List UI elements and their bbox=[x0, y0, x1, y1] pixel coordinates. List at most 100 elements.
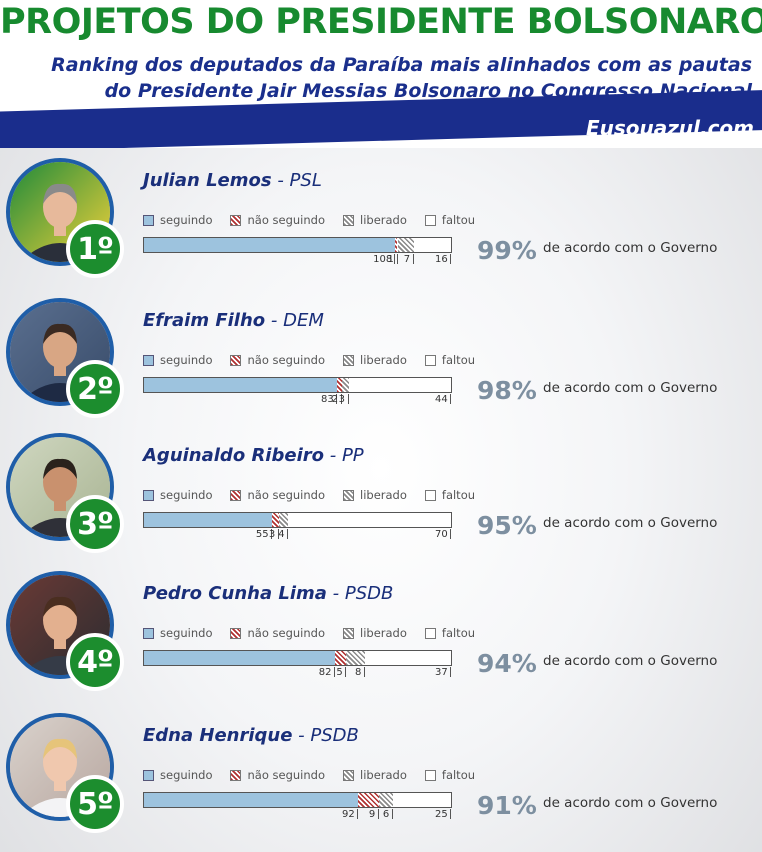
legend-swatch bbox=[230, 627, 242, 639]
deputy-name-text: Aguinaldo Ribeiro bbox=[143, 445, 324, 466]
percent-value: 99% bbox=[477, 236, 537, 265]
deputy-name-text: Pedro Cunha Lima bbox=[143, 583, 327, 604]
percent-value: 98% bbox=[477, 376, 537, 405]
bar-segment-liberado bbox=[278, 513, 289, 527]
count-liberado: 6 bbox=[382, 809, 390, 820]
count-seguindo: 55 bbox=[255, 529, 269, 540]
bar-segment-seguindo bbox=[144, 238, 396, 252]
count-seguindo: 82 bbox=[318, 667, 332, 678]
bar-segment-faltou bbox=[364, 651, 451, 665]
percent-value: 95% bbox=[477, 511, 537, 540]
percent-value: 91% bbox=[477, 791, 537, 820]
bar-segment-nao-seguindo bbox=[357, 793, 379, 807]
legend-swatch bbox=[424, 769, 436, 781]
legend-label: liberado bbox=[360, 212, 407, 227]
bar-tick bbox=[450, 809, 451, 819]
legend-swatch bbox=[143, 769, 154, 781]
legend-swatch bbox=[343, 214, 354, 226]
agreement-label: de acordo com o Governo bbox=[543, 653, 718, 669]
agreement-label: de acordo com o Governo bbox=[543, 380, 718, 396]
deputy-name-text: Efraim Filho bbox=[143, 310, 266, 331]
count-liberado: 3 bbox=[338, 394, 346, 405]
deputy-party: PSL bbox=[289, 170, 322, 191]
legend-swatch bbox=[230, 769, 242, 781]
agreement-label: de acordo com o Governo bbox=[543, 795, 718, 811]
legend: seguindo não seguindo liberado faltou bbox=[143, 487, 493, 502]
deputy-row: 5º Edna Henrique - PSDB seguindo não seguin… bbox=[0, 705, 762, 845]
count-faltou: 25 bbox=[435, 809, 448, 820]
legend-label: faltou bbox=[441, 212, 476, 227]
bar-tick bbox=[340, 394, 342, 404]
legend-swatch bbox=[143, 214, 154, 226]
legend-swatch bbox=[424, 214, 436, 226]
bar-segment-nao-seguindo bbox=[395, 238, 398, 252]
bar-tick bbox=[391, 809, 393, 819]
bar-segment-nao-seguindo bbox=[334, 651, 347, 665]
bar-segment-faltou bbox=[288, 513, 451, 527]
subtitle-post: com as pautas bbox=[590, 54, 752, 76]
legend-label: não seguindo bbox=[247, 767, 325, 782]
legend-swatch bbox=[143, 627, 154, 639]
bar-tick bbox=[356, 809, 358, 819]
bar-segment-faltou bbox=[413, 238, 451, 252]
agreement-label: de acordo com o Governo bbox=[543, 515, 718, 531]
legend-item-seguindo: seguindo bbox=[143, 213, 212, 227]
legend-item-nao-seguindo: não seguindo bbox=[230, 488, 325, 502]
legend-label: seguindo bbox=[160, 212, 213, 227]
legend-label: liberado bbox=[360, 487, 407, 502]
bar-tick bbox=[450, 394, 451, 404]
deputy-name: Pedro Cunha Lima - PSDB bbox=[143, 583, 393, 604]
count-faltou: 44 bbox=[435, 394, 448, 405]
legend-label: liberado bbox=[360, 767, 407, 782]
legend-item-liberado: liberado bbox=[343, 768, 407, 782]
bar-segment-faltou bbox=[392, 793, 451, 807]
agreement-label: de acordo com o Governo bbox=[543, 240, 718, 256]
deputy-name-text: Julian Lemos bbox=[143, 170, 272, 191]
legend-item-seguindo: seguindo bbox=[143, 768, 212, 782]
bar-tick bbox=[345, 667, 347, 677]
bar-segment-seguindo bbox=[144, 513, 272, 527]
name-separator: - bbox=[265, 310, 284, 331]
legend-swatch bbox=[143, 354, 154, 366]
percent-value: 94% bbox=[477, 649, 537, 678]
bar-tick bbox=[270, 529, 272, 539]
legend-item-liberado: liberado bbox=[343, 353, 407, 367]
bar-tick bbox=[450, 529, 451, 539]
bar-segment-liberado bbox=[341, 378, 349, 392]
legend-item-nao-seguindo: não seguindo bbox=[230, 626, 325, 640]
bar-segment-seguindo bbox=[144, 378, 338, 392]
name-separator: - bbox=[323, 445, 342, 466]
deputy-photo bbox=[6, 571, 114, 679]
bar-tick bbox=[412, 254, 414, 264]
legend-item-faltou: faltou bbox=[424, 212, 476, 227]
vote-bar bbox=[143, 237, 452, 253]
legend-label: não seguindo bbox=[247, 352, 325, 367]
deputy-name: Aguinaldo Ribeiro - PP bbox=[143, 445, 364, 466]
bar-segment-liberado bbox=[397, 238, 414, 252]
bar-tick bbox=[363, 667, 365, 677]
legend-label: seguindo bbox=[160, 767, 213, 782]
bar-tick bbox=[450, 254, 451, 264]
legend-swatch bbox=[424, 489, 436, 501]
legend-swatch bbox=[424, 354, 436, 366]
count-nao-seguindo: 1 bbox=[387, 254, 394, 265]
count-faltou: 70 bbox=[435, 529, 448, 540]
deputy-name-text: Edna Henrique bbox=[143, 725, 293, 746]
deputy-photo bbox=[6, 298, 114, 406]
count-seguindo: 92 bbox=[341, 809, 355, 820]
legend-swatch bbox=[143, 489, 154, 501]
legend-swatch bbox=[424, 627, 436, 639]
rank-badge: 1º bbox=[66, 220, 124, 278]
bar-tick bbox=[333, 667, 335, 677]
bar-tick bbox=[396, 254, 398, 264]
legend-label: liberado bbox=[360, 625, 407, 640]
legend: seguindo não seguindo liberado faltou bbox=[143, 352, 493, 367]
bar-tick bbox=[336, 394, 338, 404]
vote-bar bbox=[143, 792, 452, 808]
legend-swatch bbox=[230, 489, 242, 501]
legend-label: seguindo bbox=[160, 487, 213, 502]
legend-item-liberado: liberado bbox=[343, 626, 407, 640]
legend-swatch bbox=[343, 489, 354, 501]
count-nao-seguindo: 5 bbox=[336, 667, 343, 678]
deputy-row: 1º Julian Lemos - PSL seguindo não seguindo… bbox=[0, 150, 762, 290]
